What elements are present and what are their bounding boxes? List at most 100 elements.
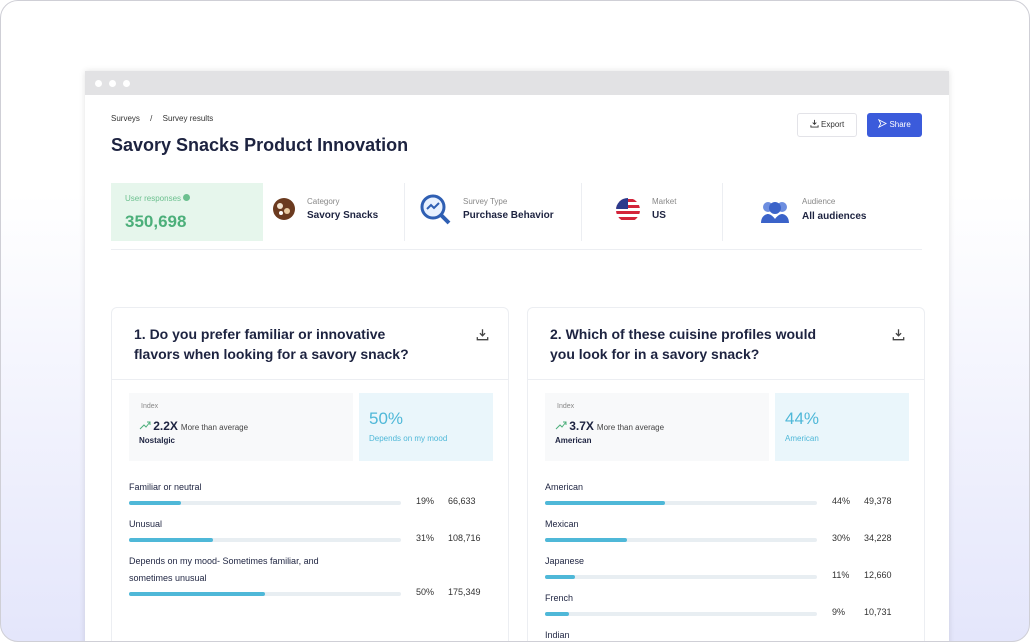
bar-track [545,575,817,579]
window-dot [109,80,116,87]
answer-label: American [545,482,584,492]
answer-bar-row: 19% 66,633 [129,496,499,510]
answer-percent: 50% [416,587,435,597]
card-divider [112,379,508,380]
audience-icon [761,202,789,223]
index-label: Index [141,403,159,410]
divider [404,183,405,241]
highlight-box: 44% American [775,393,909,461]
bar-track [545,501,817,505]
answer-bar-row: 50% 175,349 [129,587,499,601]
index-answer: Nostalgic [139,436,176,445]
stats-divider [111,249,922,250]
question-text: 2. Which of these cuisine profiles would… [550,326,817,362]
highlight-percent: 50% [369,409,404,428]
browser-window: Surveys / Survey results Savory Snacks P… [85,71,949,641]
answer-label: Mexican [545,519,579,529]
answer-list: Familiar or neutral 19% 66,633 Unusual 31% 10… [129,479,499,607]
answer-label: Indian [545,630,570,640]
responses-box: User responses 350,698 [111,183,263,241]
index-text: More than average [180,423,249,432]
trend-icon [139,421,151,430]
page-title: Savory Snacks Product Innovation [111,135,409,155]
answer-percent: 9% [832,607,846,617]
answer-row: Mexican 30% 34,228 [545,516,915,547]
answer-bar-row: 31% 108,716 [129,533,499,547]
answer-percent: 19% [416,496,435,506]
answer-count: 34,228 [864,533,892,543]
category-value: Savory Snacks [307,210,379,221]
market-flag [616,198,640,222]
breadcrumb: Surveys / Survey results [111,114,213,123]
answer-percent: 30% [832,533,851,543]
download-button[interactable] [476,328,489,346]
answer-count: 10,731 [864,607,892,617]
answer-percent: 44% [832,496,851,506]
bar-fill [545,575,575,579]
export-label: Export [821,120,845,129]
download-icon [476,329,489,341]
audience-label: Audience [802,197,836,206]
index-text: More than average [596,423,665,432]
answer-row: Indian [545,627,915,641]
answer-bar-row: 44% 49,378 [545,496,915,510]
index-box: Index 2.2X More than average Nostalgic [129,393,353,461]
download-button[interactable] [892,328,905,346]
download-icon [892,329,905,341]
share-icon [878,118,888,129]
answer-row: American 44% 49,378 [545,479,915,510]
answer-row: French 9% 10,731 [545,590,915,621]
bar-track [545,538,817,542]
trend-icon [555,421,567,430]
answer-label: Familiar or neutral [129,482,202,492]
bar-track [129,501,401,505]
window-dot [123,80,130,87]
highlight-answer: American [785,434,819,443]
survey-type-value: Purchase Behavior [463,210,554,221]
bar-fill [545,501,665,505]
answer-count: 49,378 [864,496,892,506]
answer-bar-row: 30% 34,228 [545,533,915,547]
window-dot [95,80,102,87]
share-button[interactable]: Share [867,113,922,137]
index-label: Index [557,403,575,410]
breadcrumb-link[interactable]: Surveys [111,114,140,123]
answer-list: American 44% 49,378 Mexican 30% 34,228 Japanes… [545,479,915,641]
export-button[interactable]: Export [797,113,857,137]
responses-value: 350,698 [125,212,187,231]
survey-type-label: Survey Type [463,197,508,206]
category-label: Category [307,197,340,206]
answer-percent: 11% [832,570,850,580]
answer-label: French [545,593,574,603]
breadcrumb-separator: / [150,114,153,123]
answer-row: Familiar or neutral 19% 66,633 [129,479,499,510]
card-divider [528,379,924,380]
audience-value: All audiences [802,211,867,222]
breadcrumb-current: Survey results [162,114,214,123]
market-label: Market [652,197,677,206]
index-answer: American [555,436,592,445]
highlight-percent: 44% [785,409,820,428]
index-multiplier: 2.2X [153,419,178,433]
answer-label: Japanese [545,556,585,566]
answer-count: 108,716 [448,533,481,543]
answer-count: 175,349 [448,587,481,597]
info-icon [183,194,191,201]
bar-fill [129,592,265,596]
answer-label: Depends on my mood- Sometimes familiar, … [129,556,319,583]
bar-fill [545,612,570,616]
bar-fill [129,538,214,542]
answer-row: Unusual 31% 108,716 [129,516,499,547]
answer-bar-row: 11% 12,660 [545,570,915,584]
bar-track [129,592,401,596]
index-multiplier: 3.7X [569,419,594,433]
answer-row: Japanese 11% 12,660 [545,553,915,584]
answer-label: Unusual [129,519,163,529]
market-value: US [652,210,666,221]
question-card: 1. Do you prefer familiar or innovative … [111,307,509,641]
export-icon [810,119,819,128]
bar-track [545,612,817,616]
label-text: User responses [125,194,182,203]
index-box: Index 3.7X More than average American [545,393,769,461]
